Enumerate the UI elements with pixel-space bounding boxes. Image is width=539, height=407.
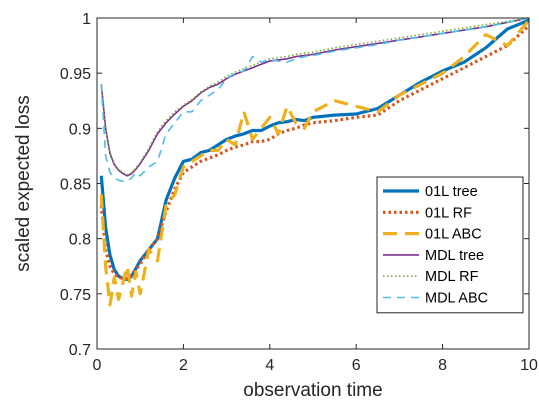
legend-label: MDL RF xyxy=(425,269,479,285)
plot-frame xyxy=(96,17,530,350)
x-tick-label: 4 xyxy=(265,357,274,374)
y-tick-label: 1 xyxy=(82,11,91,28)
x-tick-label: 10 xyxy=(520,357,538,374)
x-tick-label: 0 xyxy=(93,357,102,374)
x-tick-label: 6 xyxy=(352,357,361,374)
legend-label: 01L ABC xyxy=(425,227,482,243)
series-line-01l-abc xyxy=(99,19,531,307)
series-line-mdl-abc xyxy=(100,17,530,183)
y-axis-label: scaled expected loss xyxy=(13,95,34,271)
series-line-01l-rf xyxy=(99,24,531,280)
y-tick-label: 0.95 xyxy=(60,66,91,83)
legend: 01L tree 01L RF 01L ABC MDL tree MDL RF MDL A… xyxy=(376,176,524,314)
y-tick-label: 0.8 xyxy=(69,232,91,249)
x-tick-label: 8 xyxy=(438,357,447,374)
y-tick-label: 0.85 xyxy=(60,177,91,194)
legend-label: 01L tree xyxy=(425,184,478,200)
plot-series xyxy=(99,17,531,307)
y-tick-label: 0.9 xyxy=(69,121,91,138)
legend-box xyxy=(376,176,524,314)
legend-label: MDL ABC xyxy=(425,291,488,307)
series-line-mdl-tree xyxy=(100,17,530,177)
x-axis-label: observation time xyxy=(243,380,382,401)
legend-label: 01L RF xyxy=(425,205,472,221)
legend-label: MDL tree xyxy=(425,248,484,264)
x-tick-label: 2 xyxy=(179,357,188,374)
y-tick-label: 0.75 xyxy=(60,287,91,304)
series-line-mdl-rf xyxy=(100,17,530,176)
y-tick-label: 0.7 xyxy=(69,342,91,359)
